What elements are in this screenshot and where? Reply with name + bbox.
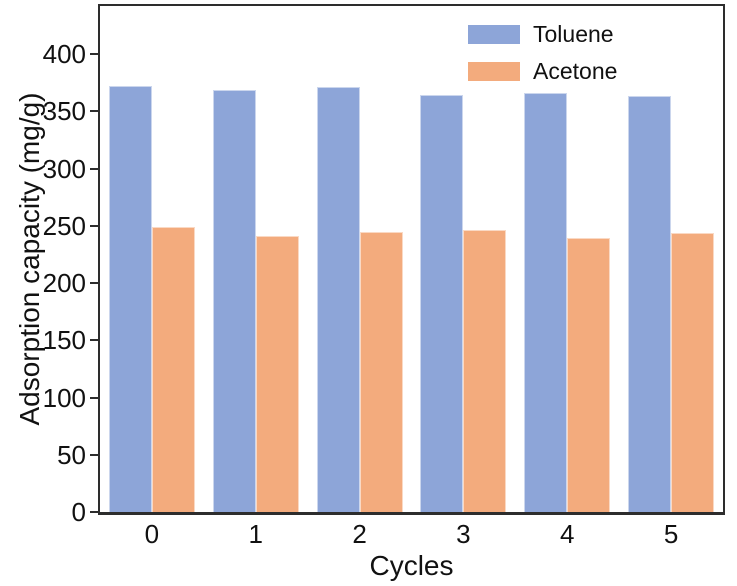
y-axis-tick-mark (90, 396, 98, 399)
legend-label: Acetone (533, 58, 618, 84)
y-axis-tick-label: 100 (42, 382, 86, 413)
bar-acetone-cycle-5 (671, 233, 715, 512)
bar-acetone-cycle-2 (359, 232, 403, 512)
x-axis-tick-label: 2 (352, 519, 367, 549)
y-axis-tick-mark (90, 282, 98, 285)
y-axis-tick-label: 300 (42, 153, 86, 184)
x-axis-tick-label: 5 (663, 519, 679, 549)
bar-acetone-cycle-0 (151, 227, 195, 512)
x-axis-tick-label: 4 (560, 519, 575, 549)
legend-item-acetone: Acetone (468, 59, 617, 83)
legend-item-toluene: Toluene (468, 22, 617, 46)
x-axis-tick-label: 0 (144, 519, 160, 549)
x-axis-tick-label: 3 (456, 519, 471, 549)
legend-swatch-acetone (468, 61, 520, 81)
legend-label: Toluene (533, 21, 614, 47)
y-axis-tick-label: 150 (42, 325, 86, 356)
bar-acetone-cycle-1 (255, 236, 299, 512)
bar-toluene-cycle-3 (420, 95, 464, 512)
y-axis-tick-mark (90, 224, 98, 227)
y-axis-tick-mark (90, 453, 98, 456)
y-axis-tick-label: 250 (42, 210, 86, 241)
y-axis-tick-label: 350 (42, 96, 86, 127)
bar-toluene-cycle-0 (108, 86, 152, 512)
bar-toluene-cycle-4 (524, 93, 568, 512)
legend-swatch-toluene (468, 24, 520, 44)
y-axis-tick-mark (90, 511, 98, 513)
plot-area: 0 50 100 150 200 250 300 350 400 Toluene Acetone (43, 4, 725, 525)
bar-toluene-cycle-5 (628, 96, 672, 512)
bar-toluene-cycle-1 (212, 90, 256, 512)
x-axis-title: Cycles (369, 550, 454, 581)
x-axis-tick-label: 1 (248, 519, 263, 549)
y-axis-tick-mark (90, 110, 98, 113)
y-axis-title: Adsorption capacity (mg/g) (14, 92, 45, 426)
y-axis-tick-label: 200 (42, 268, 86, 299)
bar-toluene-cycle-2 (316, 87, 360, 512)
y-axis-tick-mark (90, 53, 98, 56)
y-axis-tick-label: 50 (57, 439, 86, 470)
legend: Toluene Acetone (468, 22, 617, 83)
bar-acetone-cycle-3 (463, 230, 507, 512)
y-axis-tick-mark (90, 339, 98, 342)
y-axis-tick-label: 400 (42, 39, 86, 70)
y-axis-tick-mark (90, 167, 98, 170)
y-axis-tick-label: 0 (71, 497, 86, 527)
bar-acetone-cycle-4 (567, 238, 611, 512)
